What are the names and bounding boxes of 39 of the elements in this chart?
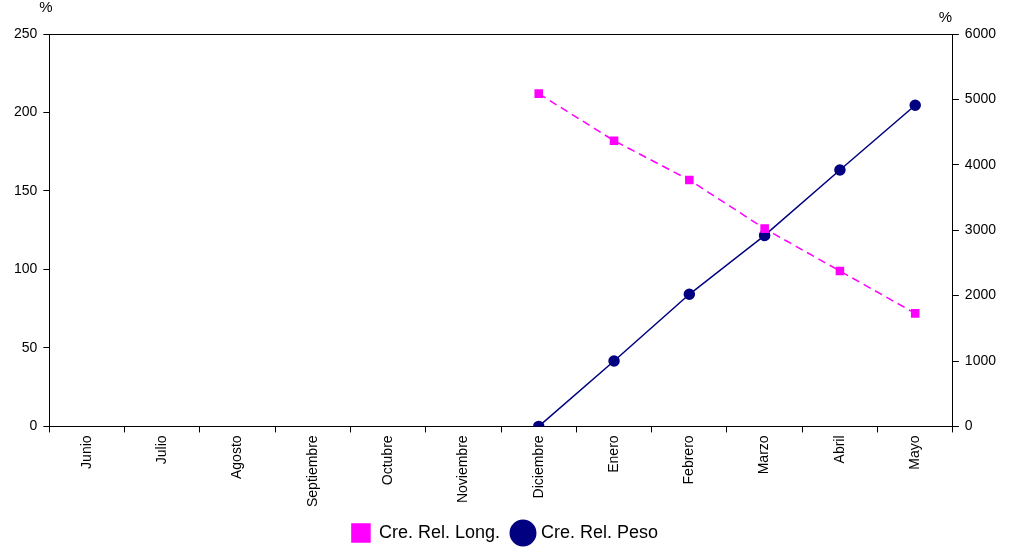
x-tick-label: Enero	[604, 435, 621, 473]
point	[534, 89, 544, 98]
x-tick-label: Mayo	[906, 435, 923, 470]
x-tick-label: Septiembre	[303, 435, 320, 507]
y2-axis-title: %	[938, 8, 953, 25]
x-tick-label: Noviembre	[454, 435, 471, 504]
y-tick-label: 100	[14, 260, 38, 277]
y2-tick-label: 3000	[964, 221, 997, 238]
legend-label: Cre. Rel. Peso	[541, 521, 659, 542]
y2-tick-label: 6000	[964, 24, 997, 41]
point	[608, 355, 620, 367]
y2-tick-label: 0	[964, 417, 973, 434]
y-tick-label: 250	[14, 24, 38, 41]
legend-label: Cre. Rel. Long.	[378, 521, 501, 542]
y2-tick-label: 2000	[964, 286, 997, 303]
x-tick-label: Julio	[153, 435, 170, 465]
y-tick-label: 150	[14, 181, 38, 198]
x-tick-label: Diciembre	[529, 435, 546, 499]
x-tick-label: Octubre	[379, 435, 396, 486]
point	[909, 99, 921, 112]
point	[609, 136, 619, 146]
point	[683, 288, 696, 301]
point	[685, 175, 694, 185]
x-tick-label: Junio	[77, 435, 94, 469]
point	[760, 224, 769, 233]
y2-tick-label: 5000	[964, 90, 997, 107]
x-tick-label: Marzo	[755, 435, 772, 475]
y2-tick-label: 1000	[964, 351, 997, 368]
point	[834, 164, 846, 176]
y2-tick-label: 4000	[964, 155, 997, 172]
x-tick-label: Febrero	[680, 435, 697, 485]
y-tick-label: 200	[14, 103, 38, 120]
y-tick-label: 0	[29, 417, 38, 434]
x-tick-label: Abril	[830, 435, 847, 464]
y-axis-title: %	[39, 0, 53, 15]
y-tick-label: 50	[21, 338, 38, 355]
point	[835, 266, 845, 276]
x-tick-label: Agosto	[228, 435, 245, 479]
point	[910, 309, 920, 318]
